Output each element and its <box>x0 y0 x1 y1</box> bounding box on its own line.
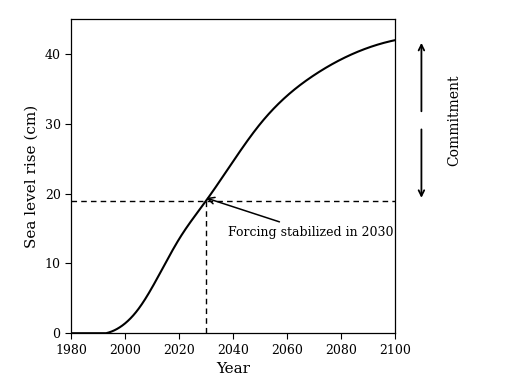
Text: Commitment: Commitment <box>447 75 461 166</box>
X-axis label: Year: Year <box>216 362 250 376</box>
Text: Forcing stabilized in 2030: Forcing stabilized in 2030 <box>208 197 393 239</box>
Y-axis label: Sea level rise (cm): Sea level rise (cm) <box>25 105 39 248</box>
